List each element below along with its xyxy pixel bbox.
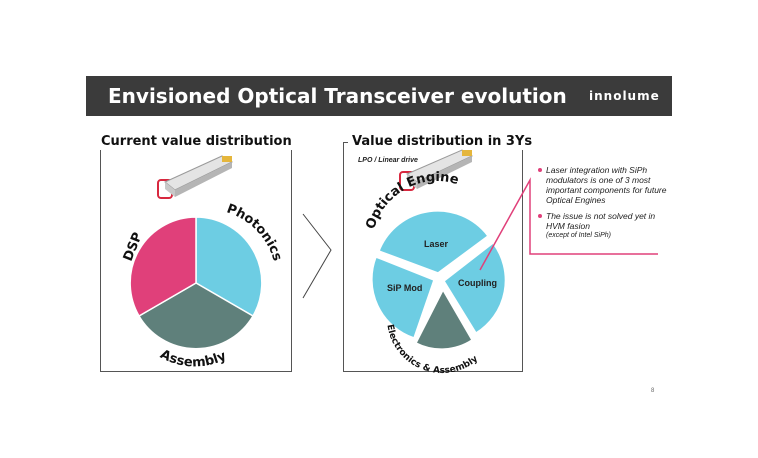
pie-slice-coupling — [443, 241, 507, 335]
pie-slice-sip-mod — [371, 256, 435, 339]
pie-slice-electronics — [414, 288, 474, 350]
label-coupling: Coupling — [458, 278, 497, 288]
transceiver-icon-right — [399, 149, 474, 191]
lpo-caption: LPO / Linear drive — [358, 157, 418, 164]
note-text: The issue is not solved yet in HVM fasio… — [546, 211, 656, 231]
current-value-pie — [129, 216, 263, 350]
bullet-dot-icon — [538, 168, 542, 172]
label-sip-mod: SiP Mod — [387, 283, 422, 293]
slide-title: Envisioned Optical Transceiver evolution — [108, 84, 567, 108]
note-subtext: (except of Intel SiPh) — [546, 232, 611, 239]
label-assembly: Assembly — [158, 347, 229, 371]
future-value-pie — [371, 210, 507, 350]
page-number: 8 — [651, 388, 655, 394]
notes-list: Laser integration with SiPh modulators i… — [538, 165, 673, 247]
pie-slice-laser — [378, 210, 490, 274]
transceiver-icon-left — [157, 155, 234, 199]
pie-slice-assembly — [137, 282, 255, 350]
note-item: The issue is not solved yet in HVM fasio… — [538, 211, 673, 241]
pie-slice-photonics — [195, 216, 263, 318]
note-text: Laser integration with SiPh modulators i… — [546, 165, 667, 205]
label-laser: Laser — [424, 239, 449, 249]
callout-line — [479, 177, 658, 271]
title-bar — [86, 76, 672, 116]
evolution-arrow — [302, 213, 332, 299]
brand-logo: innolume — [589, 89, 660, 103]
note-item: Laser integration with SiPh modulators i… — [538, 165, 673, 205]
current-distribution-heading: Current value distribution — [97, 134, 296, 150]
future-distribution-heading: Value distribution in 3Ys — [348, 134, 537, 150]
bullet-dot-icon — [538, 214, 542, 218]
pie-slice-dsp — [129, 216, 197, 318]
